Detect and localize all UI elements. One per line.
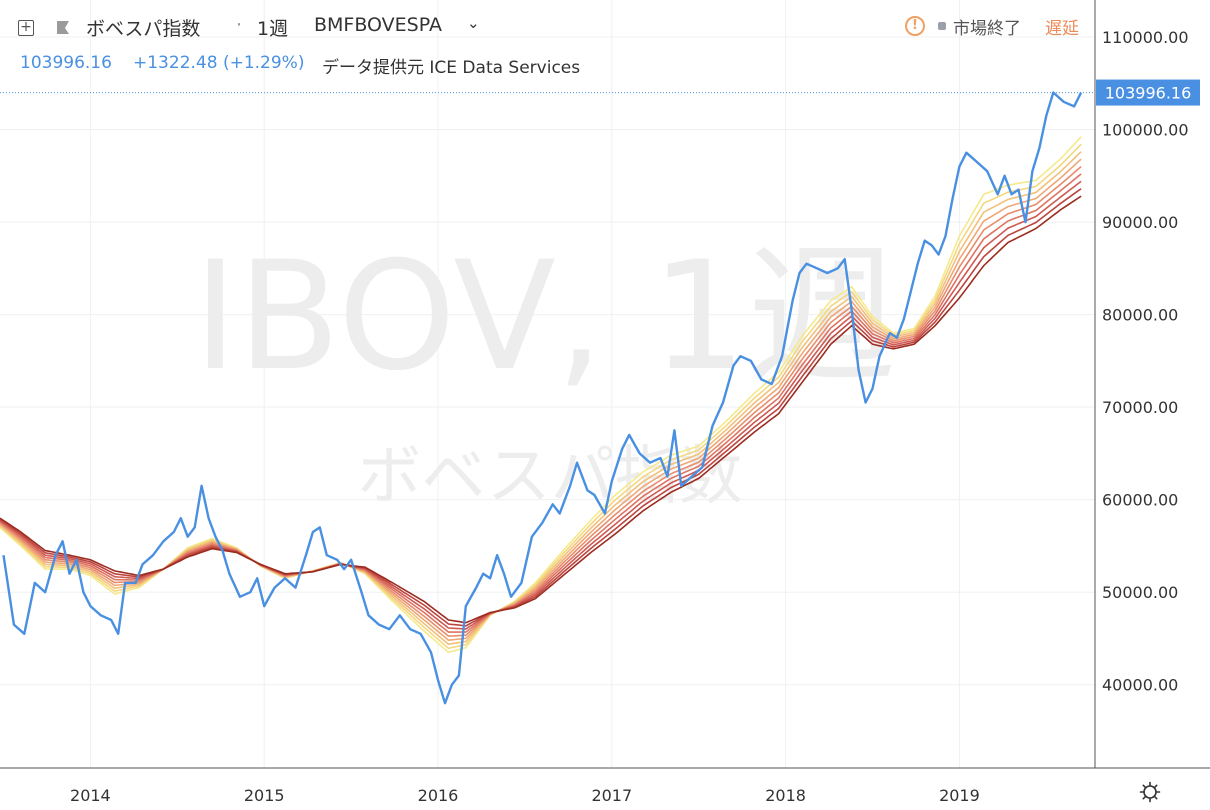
- y-tick-label: 110000.00: [1102, 28, 1189, 47]
- last-price-tag: 103996.16: [1096, 79, 1200, 106]
- time-axis: 2014 2015 2016 2017 2018 2019: [70, 786, 980, 805]
- plus-icon[interactable]: +: [18, 20, 34, 36]
- y-tick-label: 60000.00: [1102, 491, 1178, 510]
- last-price-tag-bg: [1096, 79, 1200, 106]
- last-price-tag-text: 103996.16: [1105, 84, 1192, 103]
- price-change: +1322.48 (+1.29%): [133, 53, 305, 73]
- y-tick-label: 50000.00: [1102, 583, 1178, 602]
- watermark: IBOV, 1週 ボベスパ指数: [193, 230, 896, 514]
- symbol-name[interactable]: ボベスパ指数: [86, 18, 201, 40]
- data-source: データ提供元 ICE Data Services: [322, 58, 581, 78]
- header-separator: ·: [236, 14, 243, 36]
- x-tick-label: 2017: [591, 786, 632, 805]
- y-tick-label: 40000.00: [1102, 676, 1178, 695]
- y-tick-label: 70000.00: [1102, 398, 1178, 417]
- market-status: 市場終了: [953, 19, 1021, 39]
- y-tick-label: 100000.00: [1102, 121, 1189, 140]
- x-tick-label: 2015: [244, 786, 285, 805]
- x-tick-label: 2018: [765, 786, 806, 805]
- x-tick-label: 2014: [70, 786, 111, 805]
- y-tick-label: 80000.00: [1102, 306, 1178, 325]
- ma-ribbon: [0, 136, 1082, 654]
- market-status-dot: [938, 22, 946, 30]
- exchange-label[interactable]: BMFBOVESPA: [314, 14, 442, 36]
- price-line: [2, 91, 1083, 705]
- warning-icon[interactable]: !: [905, 16, 925, 36]
- y-tick-label: 90000.00: [1102, 213, 1178, 232]
- ma-line-8: [0, 195, 1082, 624]
- delay-label[interactable]: 遅延: [1045, 19, 1079, 39]
- price-layer: [2, 91, 1083, 705]
- last-price: 103996.16: [20, 53, 112, 73]
- interval-label[interactable]: 1週: [257, 18, 289, 40]
- x-tick-label: 2019: [939, 786, 980, 805]
- price-axis: 40000.00 50000.00 60000.00 70000.00 80000.00…: [1102, 28, 1189, 695]
- x-tick-label: 2016: [418, 786, 459, 805]
- chevron-down-icon[interactable]: ⌄: [467, 14, 480, 32]
- gear-icon[interactable]: [1139, 781, 1161, 803]
- watermark-line1: IBOV, 1週: [193, 230, 896, 404]
- flag-icon: [57, 21, 69, 34]
